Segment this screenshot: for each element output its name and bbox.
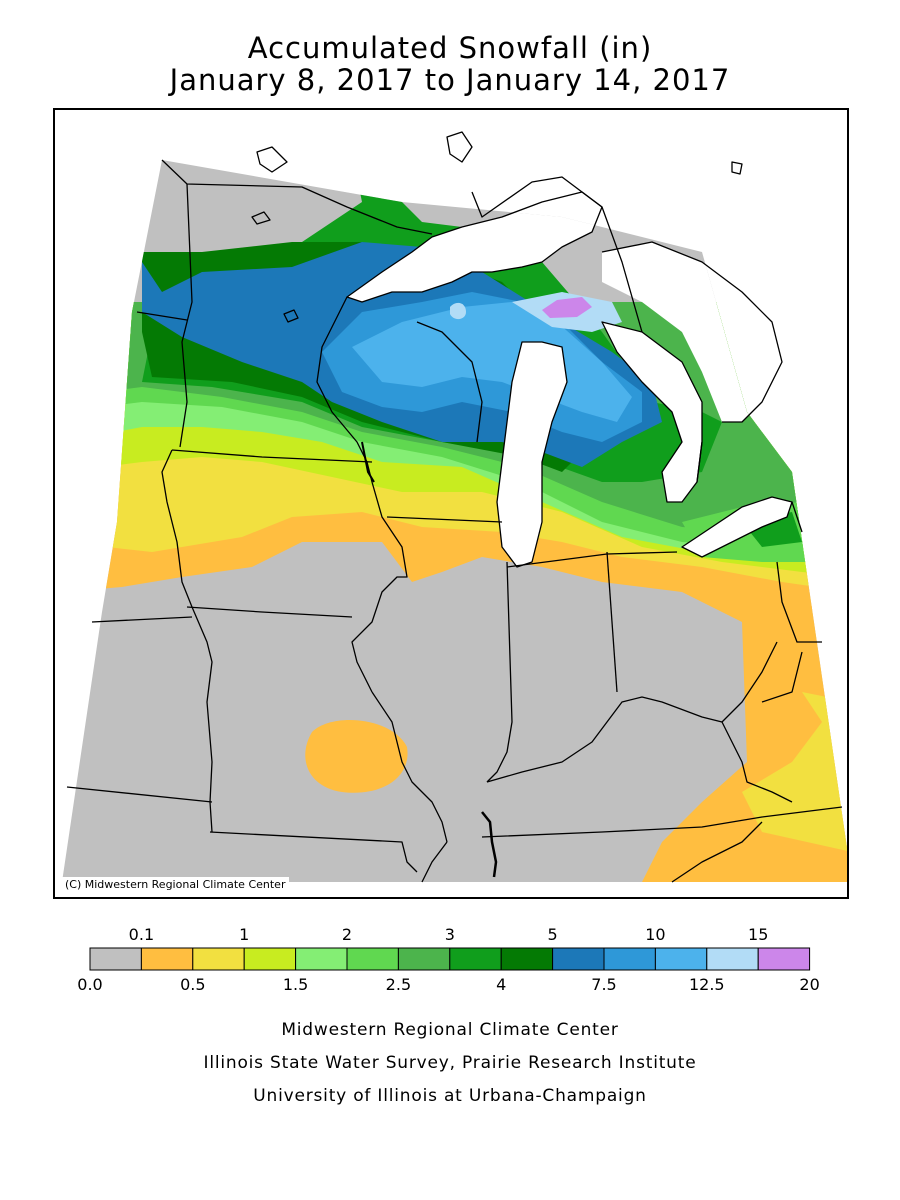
fill-band-12-5-west [450,302,466,320]
legend-top-labels: 0.1 1 2 3 5 10 15 [129,925,769,944]
legend-bottom-label: 2.5 [386,975,411,994]
legend-bin [603,947,656,971]
map-date-range: January 8, 2017 to January 14, 2017 [169,63,731,97]
mn-west-border [179,183,193,448]
map-copyright: (C) Midwestern Regional Climate Center [61,877,290,893]
snowfall-map: (C) Midwestern Regional Climate Center [53,108,849,899]
legend-bin [295,947,348,971]
wv-border [761,651,803,703]
lake-superior [347,192,602,302]
ky-tn-border [481,806,843,838]
isle-royale [251,211,271,225]
legend-top-label: 1 [239,925,249,944]
ky-va-border [721,721,793,803]
ne-ks-border [91,616,193,623]
lake-erie [682,497,792,557]
map-canvas [55,110,847,897]
mi-south-border [506,551,678,568]
map-outlines [66,131,843,883]
legend-bin [449,947,502,971]
legend-bottom-label: 4 [496,975,506,994]
il-mo-river [371,691,448,843]
nd-sd-border [136,311,188,321]
legend-bin [89,947,142,971]
legend-bottom-label: 0.0 [77,975,102,994]
fill-band-0-5-east [742,692,847,852]
legend-bottom-label: 7.5 [591,975,616,994]
legend-bottom-label: 20 [799,975,819,994]
footer-university: University of Illinois at Urbana-Champai… [253,1086,647,1106]
ia-il-border [351,481,408,693]
legend-top-label: 0.1 [129,925,154,944]
lake-huron [602,322,702,502]
color-legend: 0.1 1 2 3 5 10 15 0.0 0.5 1.5 2.5 4 7.5 12.5 20 [77,925,820,994]
legend-bin [757,947,811,971]
legend-bin [552,947,605,971]
wi-mi-border [416,321,483,443]
lake-huron-shore [601,321,703,503]
legend-top-label: 2 [342,925,352,944]
legend-bin [397,947,451,971]
mississippi-lower [421,841,448,883]
island-north-1 [446,131,473,163]
in-oh-border [606,551,618,693]
ks-ok-border [66,786,213,803]
tennessee-river [481,811,498,878]
oh-pa-border [776,561,822,643]
island-north-2 [256,146,288,173]
canada-border [161,159,803,533]
legend-bins [89,947,811,971]
ia-west-border [161,449,193,608]
ia-south-border [186,606,353,618]
legend-top-label: 3 [445,925,455,944]
footer-survey: Illinois State Water Survey, Prairie Res… [203,1053,697,1073]
legend-bin [500,947,554,971]
legend-top-label: 10 [645,925,665,944]
apostle-islands [283,309,299,323]
lake-michigan [497,342,567,567]
va-nc-border [671,821,763,883]
ia-north-border [171,449,373,463]
lake-superior-shore [346,191,603,303]
il-in-border [486,561,513,783]
island-north-3 [731,161,743,175]
legend-top-label: 5 [548,925,558,944]
wi-il-border [386,516,503,523]
legend-top-label: 15 [748,925,768,944]
legend-bottom-label: 1.5 [283,975,308,994]
legend-bin [346,947,399,971]
lake-erie-shore [681,496,793,558]
legend-bottom-label: 0.5 [180,975,205,994]
red-river [361,441,375,483]
mo-ar-border [209,831,418,873]
ohio-river [486,641,778,783]
legend-bin [192,947,245,971]
legend-bin [654,947,708,971]
legend-bin [140,947,194,971]
fill-band-0-1-missouri [305,720,408,793]
legend-bottom-label: 12.5 [689,975,725,994]
ontario-land [602,242,782,422]
map-title: Accumulated Snowfall (in) [247,31,653,65]
lake-michigan-shore [496,341,568,568]
fill-band-15-0 [542,297,592,318]
footer-org: Midwestern Regional Climate Center [281,1020,619,1040]
legend-bin [706,947,759,971]
legend-bottom-labels: 0.0 0.5 1.5 2.5 4 7.5 12.5 20 [77,975,820,994]
ontario-coast [471,176,783,423]
legend-bin [243,947,297,971]
